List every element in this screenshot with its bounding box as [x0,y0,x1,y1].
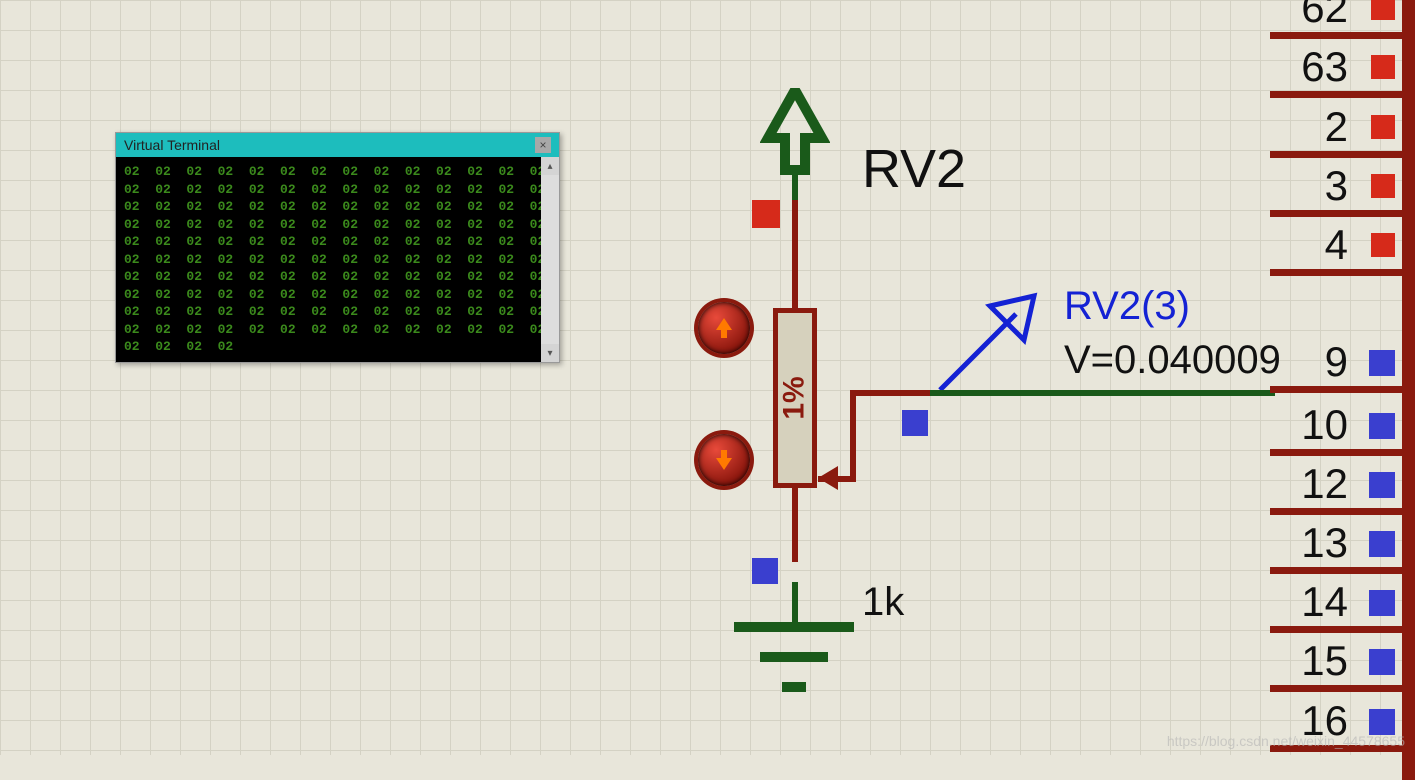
ground-bar-3 [782,682,806,692]
watermark-text: https://blog.csdn.net/weixin_44578655 [1167,733,1405,749]
pin-pad [1371,233,1395,257]
ground-wire [792,582,798,622]
wiper-wire-out [850,390,936,396]
pin-pad [1369,350,1395,376]
pin-pad [1371,0,1395,20]
net-pad-top [752,200,780,228]
power-arrow-icon [760,88,830,178]
pin-pad [1371,115,1395,139]
pin-number-label: 13 [1301,519,1348,567]
increase-button[interactable] [698,302,750,354]
pin-number-label: 2 [1325,103,1348,151]
pin-pad [1369,709,1395,735]
ic-pin[interactable]: 9 [1290,344,1405,394]
scrollbar[interactable]: ▴ ▾ [541,157,559,362]
pin-wire [1270,567,1405,574]
ic-pin[interactable]: 10 [1290,407,1405,457]
arrow-down-icon [714,448,734,472]
wiper-arrow-icon [816,464,840,497]
decrease-button[interactable] [698,434,750,486]
pin-pad [1369,531,1395,557]
pin-pad [1369,590,1395,616]
pin-number-label: 63 [1301,43,1348,91]
pin-wire [1270,32,1405,39]
wire-bottom [792,488,798,562]
pin-number-label: 4 [1325,221,1348,269]
probe-name-label: RV2(3) [1064,284,1190,329]
wire-top [792,200,798,310]
ic-pin[interactable]: 62 [1290,0,1405,40]
ic-pin[interactable]: 2 [1290,109,1405,159]
pin-pad [1371,174,1395,198]
pin-pad [1369,413,1395,439]
component-value-label: 1k [862,580,904,625]
scroll-up-icon[interactable]: ▴ [541,157,559,175]
pin-number-label: 10 [1301,401,1348,449]
pin-wire [1270,91,1405,98]
net-pad-bottom [752,558,778,584]
pin-wire [1270,269,1405,276]
pin-number-label: 62 [1301,0,1348,32]
pin-number-label: 12 [1301,460,1348,508]
ic-pin[interactable]: 14 [1290,584,1405,634]
net-pad-wiper [902,410,928,436]
pin-pad [1369,472,1395,498]
pin-number-label: 3 [1325,162,1348,210]
close-icon[interactable]: × [535,137,551,153]
pin-wire [1270,449,1405,456]
pin-pad [1369,649,1395,675]
ground-bar-1 [734,622,854,632]
tolerance-label: 1% [778,376,812,419]
component-name-label: RV2 [862,138,966,200]
pin-pad [1371,55,1395,79]
virtual-terminal-window[interactable]: Virtual Terminal × 02 02 02 02 02 02 02 … [115,132,560,363]
pin-wire [1270,626,1405,633]
pin-wire [1270,386,1405,393]
pin-wire [1270,508,1405,515]
virtual-terminal-title: Virtual Terminal [124,137,220,153]
pin-wire [1270,151,1405,158]
potentiometer-body[interactable]: 1% [773,308,817,488]
virtual-terminal-output: 02 02 02 02 02 02 02 02 02 02 02 02 02 0… [116,157,541,362]
wiper-wire-v [850,390,856,482]
ic-pin[interactable]: 3 [1290,168,1405,218]
ic-pin[interactable]: 4 [1290,227,1405,277]
pin-number-label: 15 [1301,637,1348,685]
virtual-terminal-titlebar[interactable]: Virtual Terminal × [116,133,559,157]
pin-number-label: 14 [1301,578,1348,626]
probe-value-label: V=0.040009 [1064,338,1281,383]
voltage-probe-icon[interactable] [930,290,1050,400]
pin-wire [1270,210,1405,217]
arrow-up-icon [714,316,734,340]
scroll-down-icon[interactable]: ▾ [541,344,559,362]
net-wire-green [930,390,1275,396]
ic-pin[interactable]: 12 [1290,466,1405,516]
ground-bar-2 [760,652,828,662]
pin-wire [1270,685,1405,692]
ic-pin[interactable]: 63 [1290,49,1405,99]
ic-pin[interactable]: 13 [1290,525,1405,575]
virtual-terminal-body: 02 02 02 02 02 02 02 02 02 02 02 02 02 0… [116,157,559,362]
ic-pin[interactable]: 15 [1290,643,1405,693]
pin-number-label: 9 [1325,338,1348,386]
